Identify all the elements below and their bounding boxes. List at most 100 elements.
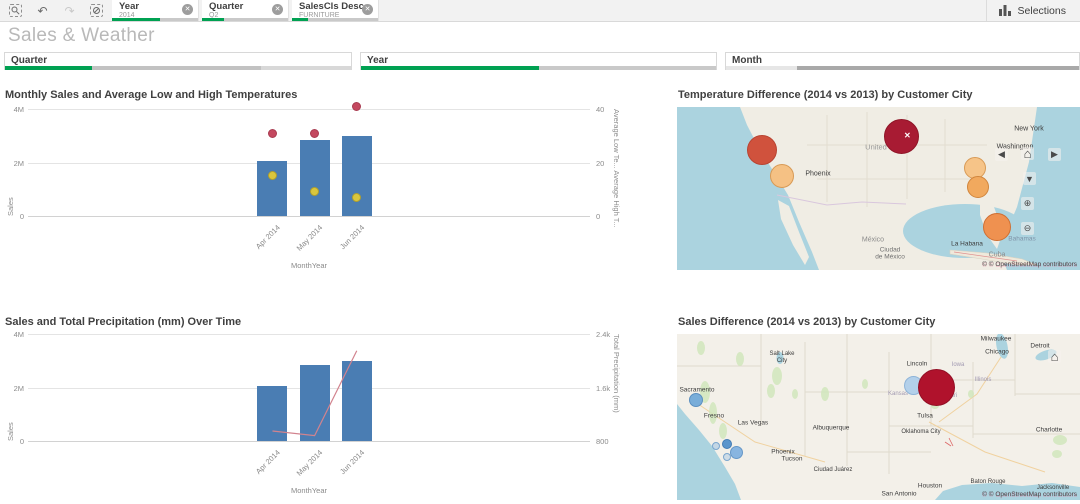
pan-right-button[interactable]: ▶ <box>1048 148 1061 161</box>
chart-sales-precipitation[interactable]: Sales and Total Precipitation (mm) Over … <box>0 310 676 504</box>
map-bubble[interactable] <box>712 442 720 450</box>
map-bubble[interactable]: ✕ <box>883 118 919 154</box>
filter-month[interactable]: Month <box>725 52 1080 70</box>
selection-bar <box>112 18 198 21</box>
filter-bar-segment <box>261 66 351 70</box>
map-city-label: Tucson <box>781 455 803 463</box>
map-city-label: Baton Rouge <box>970 479 1006 485</box>
chart-sales-difference-map: Sales Difference (2014 vs 2013) by Custo… <box>676 310 1080 504</box>
selection-tabs: Year 2014 ✕ Quarter Q2 ✕ SalesCls Desc FURNITUR… <box>112 0 382 21</box>
selection-tab-year[interactable]: Year 2014 ✕ <box>112 0 199 21</box>
filter-selection-bar <box>361 66 716 70</box>
bar-apr-2014[interactable] <box>257 386 288 441</box>
bar-may-2014[interactable] <box>299 364 330 441</box>
x-axis-title: MonthYear <box>291 261 327 270</box>
selection-tab-field: Year <box>119 1 140 12</box>
pan-down-button[interactable]: ▼ <box>1023 172 1036 185</box>
filter-quarter[interactable]: Quarter <box>4 52 352 70</box>
map-city-label: Fresno <box>703 412 725 420</box>
map-city-label: New York <box>1014 125 1044 133</box>
sheet-title: Sales & Weather <box>8 25 155 46</box>
map-bubble[interactable] <box>729 445 743 459</box>
close-icon[interactable]: ✕ <box>272 4 283 15</box>
data-point[interactable] <box>310 187 320 197</box>
y-axis-tick-left: 4M <box>13 330 24 339</box>
map-city-label: Cuba <box>988 251 1006 259</box>
temperature-map[interactable]: United Phoenix New York Washington México Ciu… <box>677 107 1080 270</box>
selection-tab-value: Q2 <box>209 12 219 19</box>
map-bubble[interactable] <box>983 213 1011 241</box>
map-bubble[interactable] <box>917 368 955 406</box>
sales-map[interactable]: Milwaukee Chicago Detroit Lincoln Iowa Salt L… <box>677 334 1080 500</box>
zoom-in-button[interactable]: ⊕ <box>1021 197 1034 210</box>
map-home-icon[interactable]: ⌂ <box>1021 146 1034 161</box>
selection-bar <box>202 18 288 21</box>
y-axis-tick-right: 20 <box>596 158 605 168</box>
clear-selections-button[interactable] <box>83 0 110 22</box>
selection-tab-field: Quarter <box>209 1 244 12</box>
map-city-label: de México <box>875 253 905 261</box>
map-city-label: San Antonio <box>881 490 917 498</box>
selections-toolbar: ↶ ↷ Year 2014 ✕ Quarter Q2 ✕ SalesCls Desc FURN… <box>0 0 1080 22</box>
map-city-label: Milwaukee <box>980 335 1012 343</box>
y-axis-title-left: Sales <box>6 197 15 216</box>
x-axis-tick: Jun 2014 <box>337 223 367 252</box>
data-point[interactable] <box>267 128 277 138</box>
map-city-label: Ciudad <box>879 246 901 254</box>
selected-segment <box>292 18 309 21</box>
map-bubble[interactable] <box>689 393 703 407</box>
bar-jun-2014[interactable] <box>341 135 372 216</box>
selection-tab-salescls-desc[interactable]: SalesCls Desc FURNITURE ✕ <box>292 0 379 21</box>
data-point[interactable] <box>267 171 277 181</box>
map-city-label: Ciudad Juárez <box>813 467 853 473</box>
map-home-icon[interactable]: ⌂ <box>1048 349 1061 364</box>
selection-tab-quarter[interactable]: Quarter Q2 ✕ <box>202 0 289 21</box>
filter-label: Month <box>732 55 762 66</box>
map-bubble[interactable] <box>770 164 794 188</box>
y-axis-tick-left: 4M <box>13 105 24 114</box>
step-back-button[interactable]: ↶ <box>29 0 56 22</box>
filter-bar-segment <box>538 66 716 70</box>
close-icon[interactable]: ✕ <box>182 4 193 15</box>
chart-title: Sales and Total Precipitation (mm) Over … <box>5 316 242 328</box>
map-city-label: Kansas <box>887 391 909 397</box>
step-forward-button[interactable]: ↷ <box>56 0 83 22</box>
bar-may-2014[interactable] <box>299 139 330 216</box>
map-bubble[interactable] <box>747 135 777 165</box>
remainder-segment <box>224 18 288 21</box>
smart-search-button[interactable] <box>2 0 29 22</box>
data-point[interactable] <box>310 128 320 138</box>
filter-bar-segment <box>5 66 92 70</box>
remainder-segment <box>308 18 378 21</box>
selections-button[interactable]: Selections <box>985 0 1080 21</box>
map-city-label: Illinois <box>974 377 992 383</box>
map-bubble[interactable] <box>722 439 732 449</box>
y-axis-tick-right: 40 <box>596 105 605 114</box>
chart-temp-difference-map: Temperature Difference (2014 vs 2013) by… <box>676 85 1080 285</box>
y-axis-tick-left: 0 <box>19 437 24 446</box>
data-point[interactable] <box>352 192 362 202</box>
data-point[interactable] <box>352 101 362 111</box>
bar-jun-2014[interactable] <box>341 360 372 441</box>
x-axis-line <box>28 216 590 217</box>
map-bubble[interactable] <box>967 176 989 198</box>
selection-tab-value: 2014 <box>119 12 135 19</box>
x-axis-tick: May 2014 <box>294 448 324 478</box>
map-bubble[interactable] <box>723 453 731 461</box>
map-city-label: Albuquerque <box>812 424 850 432</box>
pan-left-button[interactable]: ◀ <box>995 148 1008 161</box>
y-axis-tick-left: 2M <box>13 158 24 168</box>
map-city-label: Detroit <box>1030 342 1050 350</box>
bar-apr-2014[interactable] <box>257 161 288 216</box>
y-axis-tick-left: 0 <box>19 212 24 221</box>
zoom-out-button[interactable]: ⊖ <box>1021 222 1034 235</box>
chart-title: Monthly Sales and Average Low and High T… <box>5 89 298 101</box>
remainder-segment <box>160 18 198 21</box>
y-axis-title-right: Average Low Te... Average High T... <box>612 109 621 228</box>
filter-year[interactable]: Year <box>360 52 717 70</box>
chart-sales-temperature[interactable]: Monthly Sales and Average Low and High T… <box>0 85 676 285</box>
filter-bar-segment <box>726 66 797 70</box>
y-axis-title-left: Sales <box>6 422 15 441</box>
close-icon[interactable]: ✕ <box>362 4 373 15</box>
